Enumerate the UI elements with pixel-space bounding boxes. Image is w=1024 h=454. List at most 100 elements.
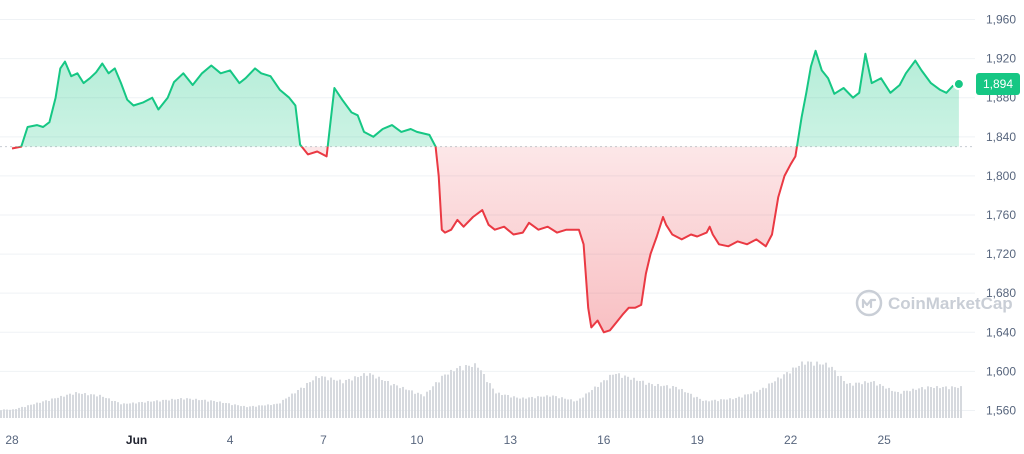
volume-bar <box>894 391 896 418</box>
volume-bar <box>765 388 767 418</box>
volume-bars <box>0 361 962 418</box>
volume-bar <box>933 388 935 418</box>
volume-bar <box>438 382 440 418</box>
volume-bar <box>735 398 737 418</box>
volume-bar <box>918 388 920 418</box>
volume-bar <box>612 374 614 418</box>
volume-bar <box>954 387 956 418</box>
volume-bar <box>387 381 389 418</box>
volume-bar <box>309 382 311 418</box>
volume-bar <box>21 406 23 418</box>
volume-bar <box>669 388 671 418</box>
volume-bar <box>741 397 743 418</box>
volume-bar <box>912 388 914 418</box>
volume-bar <box>306 383 308 418</box>
volume-bar <box>372 374 374 418</box>
volume-bar <box>654 385 656 418</box>
volume-bar <box>246 407 248 418</box>
volume-bar <box>399 388 401 418</box>
volume-bar <box>237 405 239 418</box>
volume-bar <box>624 375 626 418</box>
y-tick-label: 1,920 <box>986 52 1016 66</box>
volume-bar <box>930 387 932 418</box>
volume-bar <box>888 387 890 418</box>
volume-bar <box>507 394 509 418</box>
volume-bar <box>921 387 923 418</box>
volume-bar <box>360 375 362 418</box>
volume-bar <box>219 401 221 418</box>
volume-bar <box>375 378 377 418</box>
volume-bar <box>312 380 314 418</box>
volume-bar <box>492 388 494 418</box>
volume-bar <box>12 409 14 418</box>
x-tick-label: 19 <box>691 433 705 447</box>
volume-bar <box>789 373 791 418</box>
volume-bar <box>432 386 434 418</box>
volume-bar <box>471 366 473 418</box>
volume-bar <box>39 402 41 418</box>
volume-bar <box>684 392 686 418</box>
volume-bar <box>171 398 173 418</box>
volume-bar <box>768 383 770 418</box>
volume-bar <box>651 384 653 418</box>
volume-bar <box>15 409 17 418</box>
volume-bar <box>786 372 788 418</box>
volume-bar <box>126 403 128 418</box>
volume-bar <box>510 397 512 418</box>
y-tick-label: 1,960 <box>986 13 1016 27</box>
watermark: CoinMarketCap <box>855 289 1013 317</box>
volume-bar <box>708 401 710 418</box>
volume-bar <box>402 386 404 418</box>
volume-bar <box>561 397 563 418</box>
volume-bar <box>900 393 902 418</box>
volume-bar <box>174 399 176 418</box>
volume-bar <box>543 396 545 418</box>
volume-bar <box>111 400 113 418</box>
y-tick-label: 1,640 <box>986 325 1016 339</box>
volume-bar <box>639 381 641 418</box>
volume-bar <box>426 391 428 418</box>
volume-bar <box>30 404 32 418</box>
volume-bar <box>816 361 818 418</box>
volume-bar <box>723 399 725 418</box>
volume-bar <box>24 407 26 418</box>
volume-bar <box>945 386 947 418</box>
volume-bar <box>351 380 353 418</box>
volume-bar <box>549 396 551 418</box>
volume-bar <box>648 382 650 418</box>
volume-bar <box>456 368 458 418</box>
volume-bar <box>516 397 518 418</box>
volume-bar <box>156 400 158 418</box>
volume-bar <box>207 401 209 418</box>
volume-bar <box>585 393 587 418</box>
volume-bar <box>942 386 944 418</box>
volume-bar <box>255 406 257 418</box>
volume-bar <box>633 377 635 418</box>
volume-bar <box>417 392 419 418</box>
volume-bar <box>711 400 713 418</box>
volume-bar <box>354 376 356 418</box>
volume-bar <box>165 399 167 418</box>
y-tick-label: 1,720 <box>986 247 1016 261</box>
volume-bar <box>846 383 848 418</box>
volume-bar <box>204 399 206 418</box>
volume-bar <box>450 369 452 418</box>
volume-bar <box>261 405 263 418</box>
volume-bar <box>666 385 668 418</box>
volume-bar <box>81 393 83 418</box>
x-axis-labels: 28 Jun 4 7 10 13 16 19 22 25 <box>5 433 891 447</box>
volume-bar <box>594 386 596 418</box>
volume-bar <box>777 377 779 418</box>
y-tick-label: 1,760 <box>986 208 1016 222</box>
volume-bar <box>150 401 152 418</box>
volume-bar <box>225 403 227 418</box>
volume-bar <box>672 385 674 418</box>
volume-bar <box>579 398 581 418</box>
last-price-dot <box>952 78 965 91</box>
volume-bar <box>657 383 659 418</box>
volume-bar <box>483 374 485 418</box>
volume-bar <box>849 383 851 418</box>
volume-bar <box>414 393 416 418</box>
volume-bar <box>459 365 461 418</box>
volume-bar <box>138 402 140 418</box>
